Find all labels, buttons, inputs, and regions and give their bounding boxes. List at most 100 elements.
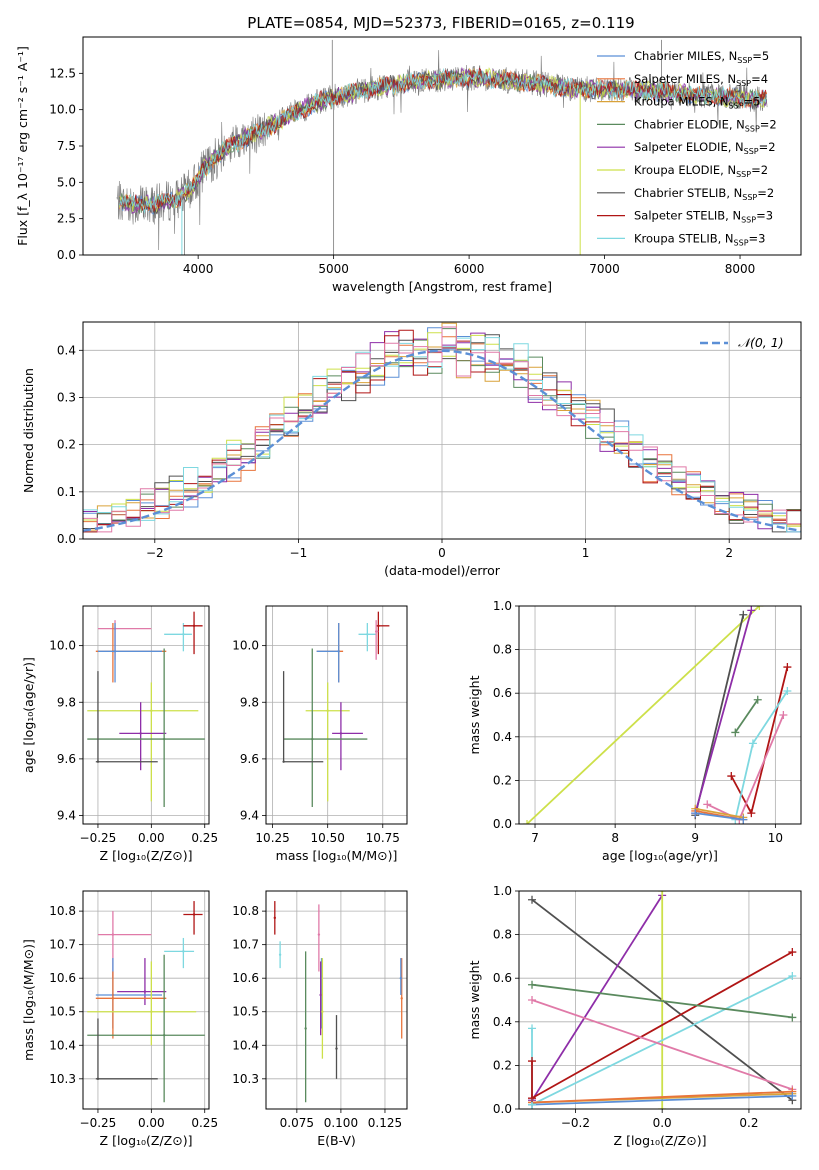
x-tick-label: −0.25	[80, 1116, 117, 1130]
spectrum-legend: Chabrier MILES, NSSP=5 Salpeter MILES, NS…	[597, 49, 777, 247]
mass-weight-line	[694, 610, 753, 814]
legend-entry: Chabrier STELIB, NSSP=2	[634, 186, 774, 202]
y-tick-label: 0.6	[493, 971, 512, 985]
mass-weight-line	[734, 690, 789, 820]
y-axis-label: mass weight	[467, 960, 482, 1039]
data-point	[319, 993, 322, 997]
axes-frame	[265, 605, 408, 825]
mass-weight-line	[526, 606, 760, 824]
y-tick-label: 10.4	[232, 1038, 259, 1052]
plot-area	[116, 39, 768, 255]
data-point	[278, 953, 282, 956]
mass-weight-marker	[748, 739, 757, 748]
y-axis-label: mass [log₁₀(M/M⊙)]	[21, 939, 36, 1061]
panel-mass-weight-vs-age: 7 8 9 10 0.0 0.2 0.4 0.6 0.8 1.0 age [log₁₀(age/yr…	[467, 599, 802, 863]
mass-weight-marker	[788, 1013, 797, 1022]
legend-entry: Chabrier MILES, NSSP=5	[634, 49, 769, 65]
panel-residual-hist: −2 −1 0 1 2 0.0 0.1 0.2 0.3 0.4 (data-model)/error…	[21, 321, 802, 578]
mass-weight-marker	[528, 1024, 537, 1033]
x-axis-label: (data-model)/error	[384, 563, 501, 578]
y-tick-label: 10.7	[232, 938, 259, 952]
data-point	[139, 732, 142, 735]
y-tick-label: 1.0	[493, 599, 512, 613]
data-point	[192, 913, 196, 916]
plot-area	[273, 901, 403, 1103]
y-axis-label: Normed distribution	[21, 368, 36, 493]
mass-weight-marker	[783, 687, 792, 696]
mass-weight-marker	[739, 815, 748, 824]
y-tick-label: 0.0	[493, 817, 512, 831]
y-tick-label: 10.6	[232, 971, 259, 985]
axes-frame	[265, 890, 408, 1110]
y-tick-label: 10.4	[49, 1038, 76, 1052]
legend-entry: Kroupa ELODIE, NSSP=2	[634, 163, 768, 179]
mass-weight-line	[531, 975, 793, 1106]
mass-weight-line	[531, 999, 793, 1091]
x-tick-label: 9	[691, 831, 699, 845]
model-spectrum-line	[119, 69, 767, 215]
y-tick-label: 0.2	[493, 773, 512, 787]
legend-entry: Salpeter ELODIE, NSSP=2	[634, 140, 776, 156]
y-tick-label: 5.0	[57, 175, 76, 189]
x-tick-label: 0.0	[653, 1116, 672, 1130]
mass-weight-line	[734, 699, 759, 733]
data-point	[377, 624, 380, 628]
mass-weight-marker	[747, 809, 756, 818]
y-tick-label: 12.5	[49, 66, 76, 80]
y-tick-label: 0.6	[493, 686, 512, 700]
x-tick-label: −0.25	[80, 831, 117, 845]
y-tick-label: 9.6	[240, 752, 259, 766]
legend-entry: Kroupa STELIB, NSSP=3	[634, 231, 765, 247]
x-axis-label: Z [log₁₀(Z/Z⊙)]	[100, 1133, 193, 1148]
mass-weight-marker	[658, 891, 667, 895]
y-tick-label: 10.0	[49, 639, 76, 653]
panel-spectrum: 4000 5000 6000 7000 8000 0.0 2.5 5.0 7.5 10.0 12.5…	[15, 36, 802, 294]
axes-frame	[82, 605, 210, 825]
x-tick-label: 0.2	[739, 1116, 758, 1130]
y-tick-label: 0.4	[493, 730, 512, 744]
panel-mass-weight-vs-Z: −0.2 0.0 0.2 0.0 0.2 0.4 0.6 0.8 1.0 Z [log₁₀(Z/Z…	[467, 884, 802, 1148]
y-tick-label: 0.4	[493, 1015, 512, 1029]
data-point	[337, 650, 340, 653]
mass-weight-marker	[755, 606, 764, 610]
legend-entry: Kroupa MILES, NSSP=5	[634, 95, 760, 111]
y-tick-label: 0.8	[493, 928, 512, 942]
x-axis-label: wavelength [Angstrom, rest frame]	[332, 279, 552, 294]
model-spectrum-line	[119, 67, 768, 212]
x-tick-label: 10.75	[366, 831, 400, 845]
mass-weight-marker	[788, 948, 797, 957]
mass-weight-marker	[528, 980, 537, 989]
y-axis-label: Flux [f_λ 10⁻¹⁷ erg cm⁻² s⁻¹ A⁻¹]	[15, 46, 30, 246]
x-tick-label: 8	[611, 831, 619, 845]
y-tick-label: 9.4	[240, 809, 259, 823]
mass-weight-marker	[528, 1094, 537, 1103]
y-tick-label: 0.2	[57, 438, 76, 452]
data-point	[321, 1010, 324, 1013]
data-point	[113, 650, 117, 653]
x-tick-label: 0.00	[138, 1116, 165, 1130]
data-point	[182, 633, 185, 636]
data-point	[192, 624, 196, 628]
y-tick-label: 10.7	[49, 938, 76, 952]
y-axis-label: age [log₁₀(age/yr)]	[21, 657, 36, 773]
data-point	[335, 1047, 338, 1050]
mass-weight-line	[531, 894, 663, 1101]
y-tick-label: 2.5	[57, 212, 76, 226]
data-point	[311, 737, 314, 741]
data-point	[111, 933, 115, 936]
histogram-legend: 𝒩(0, 1)	[700, 335, 784, 350]
mass-weight-marker	[703, 800, 712, 809]
mass-weight-marker	[727, 772, 736, 781]
x-tick-label: 4000	[183, 262, 214, 276]
mass-weight-marker	[753, 695, 762, 704]
mass-weight-marker	[747, 606, 756, 615]
x-axis-label: Z [log₁₀(Z/Z⊙)]	[614, 1133, 707, 1148]
legend-entry: Chabrier ELODIE, NSSP=2	[634, 117, 777, 133]
figure-title: PLATE=0854, MJD=52373, FIBERID=0165, z=0…	[247, 14, 634, 32]
data-point	[326, 709, 329, 712]
x-axis-label: mass [log₁₀(M/M⊙)]	[276, 848, 398, 863]
plot-area	[87, 901, 205, 1103]
data-point	[150, 709, 153, 712]
data-point	[162, 1034, 166, 1037]
mass-weight-marker	[691, 809, 700, 818]
